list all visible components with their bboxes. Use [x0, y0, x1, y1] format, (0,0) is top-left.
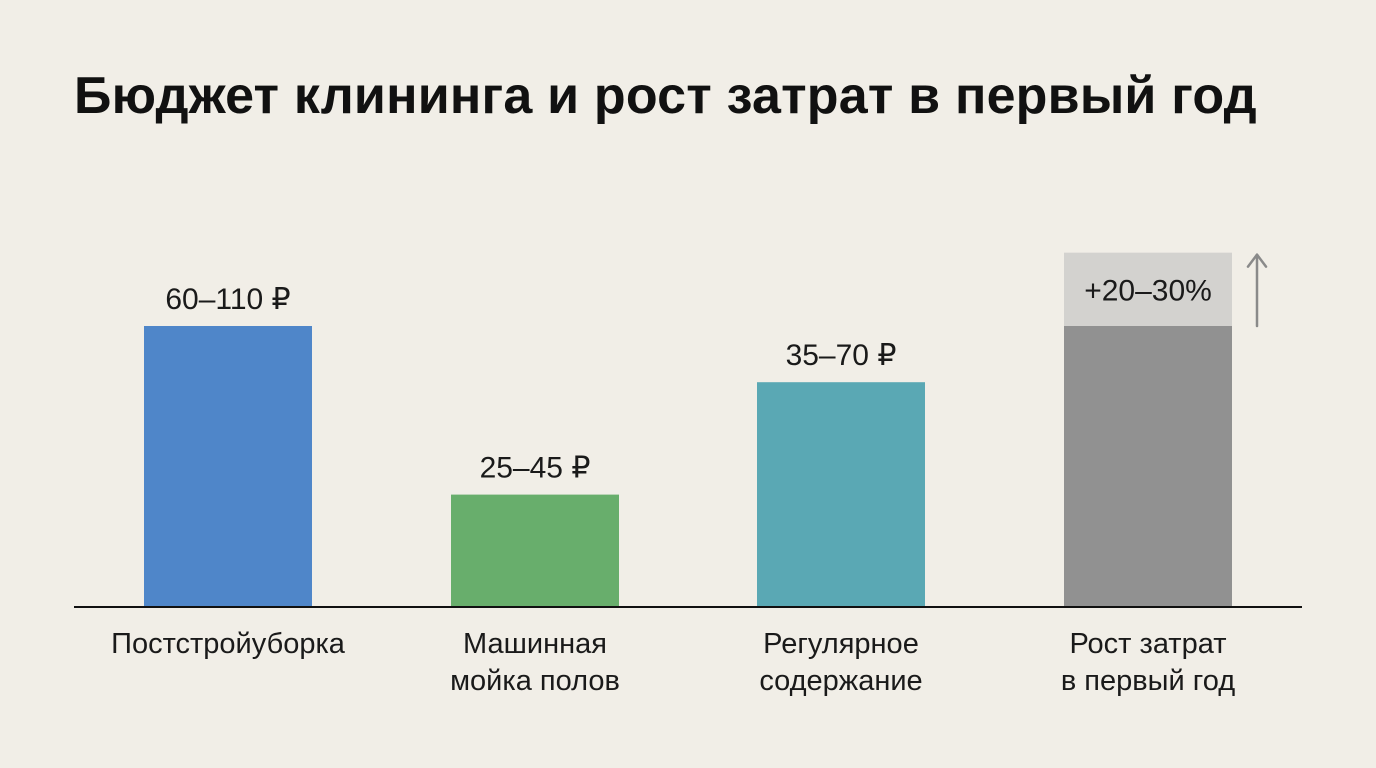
chart-title: Бюджет клининга и рост затрат в первый г…: [74, 67, 1257, 125]
category-label: Машинная мойка полов: [385, 626, 685, 700]
up-arrow-icon: [1246, 253, 1268, 328]
bar-3: [757, 382, 925, 607]
category-label: Регулярное содержание: [691, 626, 991, 700]
category-label-line: содержание: [759, 665, 923, 697]
bar-2: [451, 494, 619, 607]
category-label: Рост затрат в первый год: [998, 626, 1298, 700]
data-label: 60–110 ₽: [165, 283, 290, 316]
category-label-line: Постстройуборка: [111, 628, 345, 660]
bar-1: [144, 326, 312, 607]
category-label: Постстройуборка: [78, 626, 378, 663]
category-label-line: мойка полов: [450, 665, 620, 697]
data-label: 25–45 ₽: [480, 452, 591, 485]
data-label: +20–30%: [1084, 274, 1212, 307]
data-label: 35–70 ₽: [786, 339, 897, 372]
bar-4: [1064, 326, 1232, 607]
category-label-line: Регулярное: [763, 628, 919, 660]
bar-increase-segment: [1064, 252, 1232, 326]
category-label-line: Машинная: [463, 628, 607, 660]
category-label-line: в первый год: [1060, 665, 1236, 697]
category-label-line: Рост затрат: [1069, 628, 1227, 660]
